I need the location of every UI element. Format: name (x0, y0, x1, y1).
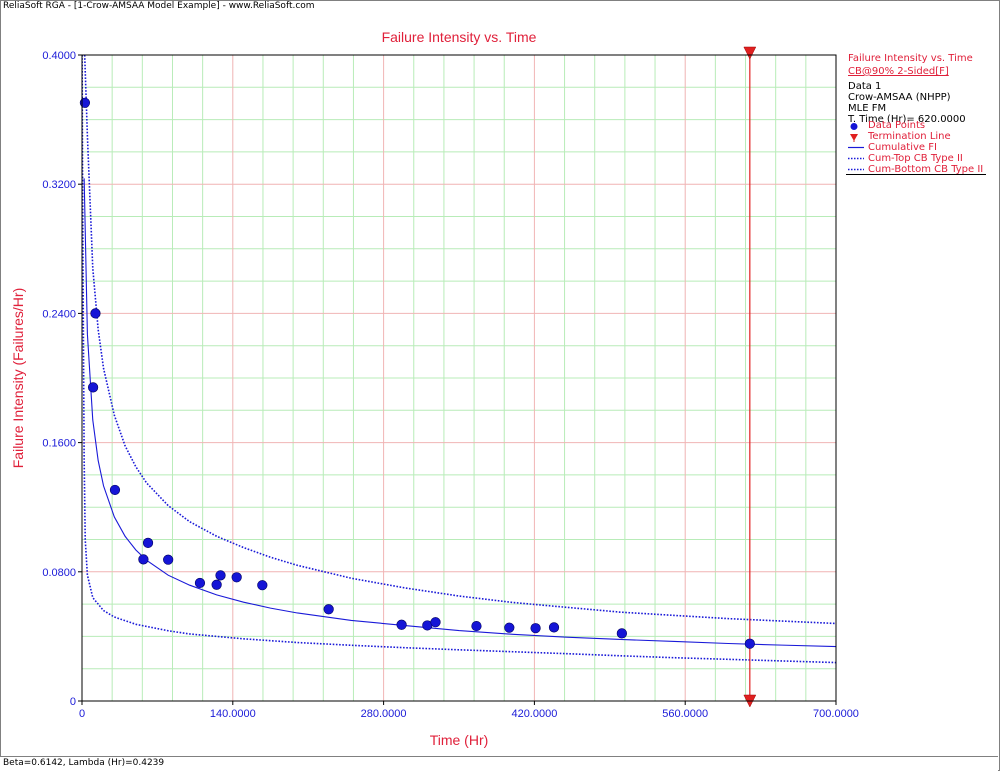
data-point (194, 577, 206, 589)
cum-bottom-cb-type-ii-curve (82, 55, 836, 664)
data-point (257, 580, 268, 591)
y-tick-label: 0.4000 (42, 50, 76, 62)
data-point (90, 308, 101, 319)
curves (82, 55, 836, 664)
data-point (142, 537, 154, 548)
legend-item-termination-line: Termination Line (868, 131, 951, 142)
x-tick-label: 420.0000 (511, 708, 557, 720)
y-tick-label: 0 (70, 696, 76, 708)
data-point (744, 638, 755, 649)
legend-termination-line-icon (850, 134, 858, 141)
data-point (87, 382, 99, 393)
y-tick-label: 0.3200 (42, 179, 76, 191)
legend-method: MLE FM (848, 103, 887, 114)
cumulative-fi-curve (83, 178, 836, 648)
data-point (548, 622, 560, 633)
y-axis-label: Failure Intensity (Failures/Hr) (10, 288, 26, 469)
legend-model: Crow-AMSAA (NHPP) (848, 92, 951, 103)
x-tick-label: 700.0000 (813, 708, 859, 720)
legend-confidence: CB@90% 2-Sided[F] (848, 66, 949, 77)
data-points (79, 97, 755, 649)
data-point (109, 484, 121, 496)
cum-top-cb-type-ii-curve (83, 55, 836, 625)
data-point (430, 617, 441, 628)
data-point (396, 619, 407, 630)
legend-termination-time: T. Time (Hr)= 620.0000 (848, 114, 966, 125)
termination-top-marker (743, 46, 757, 60)
data-point (211, 579, 222, 590)
grid (82, 55, 836, 701)
x-tick-label: 560.0000 (662, 708, 708, 720)
legend-data-points-icon (850, 123, 858, 130)
window-title: ReliaSoft RGA - [1-Crow-AMSAA Model Exam… (3, 1, 315, 11)
status-bar: Beta=0.6142, Lambda (Hr)=0.4239 (0, 756, 998, 771)
data-point (231, 572, 242, 583)
data-point (471, 620, 482, 632)
legend-item-cumulative-fi: Cumulative FI (868, 142, 937, 153)
x-axis-label: Time (Hr) (430, 732, 489, 748)
y-tick-label: 0.1600 (42, 438, 76, 450)
legend-item-cum-top-cb: Cum-Top CB Type II (868, 153, 963, 164)
data-point (504, 622, 515, 633)
data-point (530, 623, 541, 634)
legend-data-name: Data 1 (848, 81, 882, 92)
data-point (616, 628, 627, 639)
legend-header: Failure Intensity vs. Time (848, 53, 973, 64)
data-point (323, 604, 334, 615)
data-point (215, 570, 226, 581)
axis-ticks: 0 140.0000 280.0000 420.0000 560.0000 700.000… (42, 50, 859, 720)
data-point (163, 554, 174, 565)
data-point (138, 554, 149, 565)
plot-area-border (81, 54, 837, 702)
legend-symbols (848, 123, 864, 171)
y-tick-label: 0.2400 (42, 308, 76, 320)
data-point (79, 97, 91, 108)
legend-bottom-rule (846, 174, 986, 175)
x-tick-label: 0 (79, 708, 85, 720)
x-tick-label: 140.0000 (210, 708, 256, 720)
y-tick-label: 0.0800 (42, 567, 76, 579)
legend-item-data-points: Data Points (868, 120, 926, 131)
x-tick-label: 280.0000 (361, 708, 407, 720)
status-text: Beta=0.6142, Lambda (Hr)=0.4239 (3, 758, 165, 768)
chart-title: Failure Intensity vs. Time (382, 29, 537, 45)
legend-item-cum-bottom-cb: Cum-Bottom CB Type II (868, 164, 984, 175)
